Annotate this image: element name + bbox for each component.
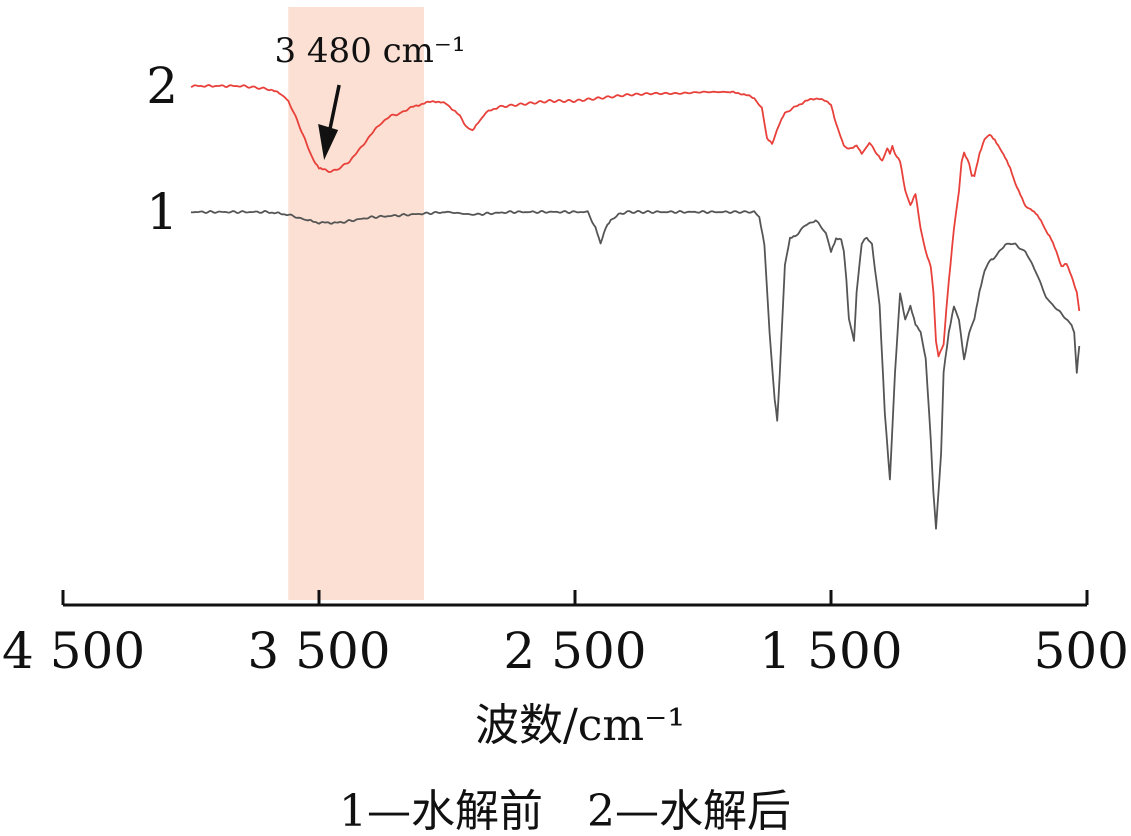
x-tick-label: 2 500 bbox=[503, 622, 646, 680]
x-axis: 4 500 3 500 2 500 1 500 500 bbox=[2, 590, 1129, 680]
annotation-arrow-head bbox=[318, 124, 339, 160]
series-2-line bbox=[190, 84, 1081, 358]
x-tick-label: 3 500 bbox=[247, 622, 390, 680]
x-tick-label: 4 500 bbox=[2, 622, 145, 680]
annotation-label: 3 480 cm⁻¹ bbox=[274, 31, 465, 71]
figure-caption: 1—水解前 2—水解后 bbox=[339, 786, 791, 836]
annotation-layer: 3 480 cm⁻¹ bbox=[274, 31, 466, 160]
series-1-label: 1 bbox=[146, 183, 178, 241]
highlight-band bbox=[288, 7, 424, 600]
x-tick-label: 1 500 bbox=[759, 622, 902, 680]
x-axis-title: 波数/cm⁻¹ bbox=[475, 700, 685, 751]
series-1-line bbox=[190, 210, 1081, 530]
x-tick-label: 500 bbox=[1034, 622, 1129, 680]
series-layer: 12 bbox=[146, 57, 1081, 530]
series-2-label: 2 bbox=[146, 57, 178, 115]
